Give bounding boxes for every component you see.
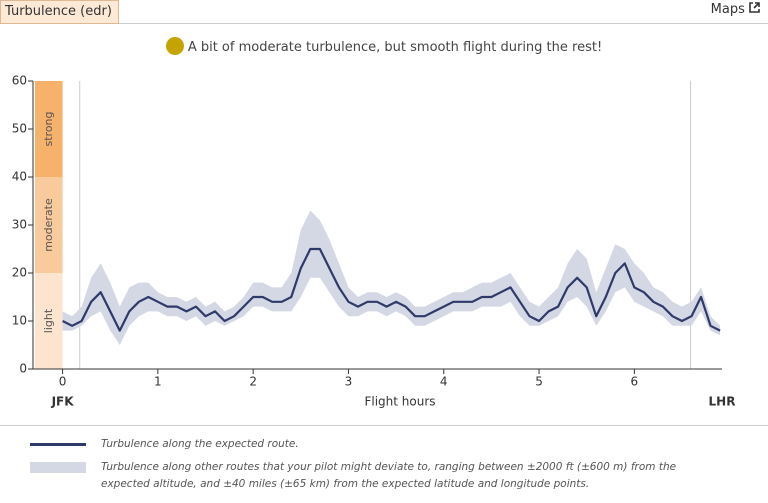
y-tick-label: 60	[12, 74, 27, 88]
x-tick-label: 1	[154, 375, 162, 389]
band	[62, 210, 721, 345]
tab[interactable]: Turbulence (edr)	[0, 0, 119, 24]
x-tick-label: 0	[59, 375, 67, 389]
chart: light moderate strong 0 10 20 30 40 50 60 0 1 2 3 4 5 6 F…	[12, 74, 736, 409]
y-tick-label: 20	[12, 266, 27, 280]
legend: Turbulence along the expected route. Tur…	[0, 425, 768, 490]
x-tick-label: 2	[249, 375, 257, 389]
destination-label: LHR	[709, 395, 736, 409]
y-tick-label: 10	[12, 314, 27, 328]
legend-band-swatch	[30, 462, 86, 473]
series-line	[62, 247, 721, 332]
external-icon	[749, 2, 760, 13]
y-tick-label: 50	[12, 122, 27, 136]
y-tick-label: 0	[19, 362, 27, 376]
maps-link[interactable]: Maps	[711, 2, 760, 17]
y-tick-label: 40	[12, 170, 27, 184]
zone-label: light	[42, 308, 55, 333]
legend-line-text: Turbulence along the expected route.	[101, 438, 299, 450]
x-axis-label: Flight hours	[364, 395, 435, 409]
legend-band-text: Turbulence along other routes that your …	[101, 461, 677, 490]
x-tick-label: 5	[535, 375, 543, 389]
origin-label: JFK	[51, 395, 75, 409]
subtitle: A bit of moderate turbulence, but smooth…	[0, 37, 768, 55]
legend-line-swatch	[30, 443, 86, 446]
y-tick-label: 30	[12, 218, 27, 232]
maps-label[interactable]: Maps	[710, 2, 745, 17]
zone	[35, 81, 63, 177]
x-tick-label: 4	[440, 375, 448, 389]
divider	[119, 23, 768, 24]
zone-label: moderate	[42, 198, 55, 252]
x-tick-label: 3	[345, 375, 353, 389]
zone-label: strong	[42, 111, 55, 146]
zone	[35, 273, 63, 369]
x-tick-label: 6	[631, 375, 639, 389]
subtitle-text: A bit of moderate turbulence, but smooth…	[187, 40, 603, 55]
zone	[35, 177, 63, 273]
status-icon	[165, 37, 184, 55]
